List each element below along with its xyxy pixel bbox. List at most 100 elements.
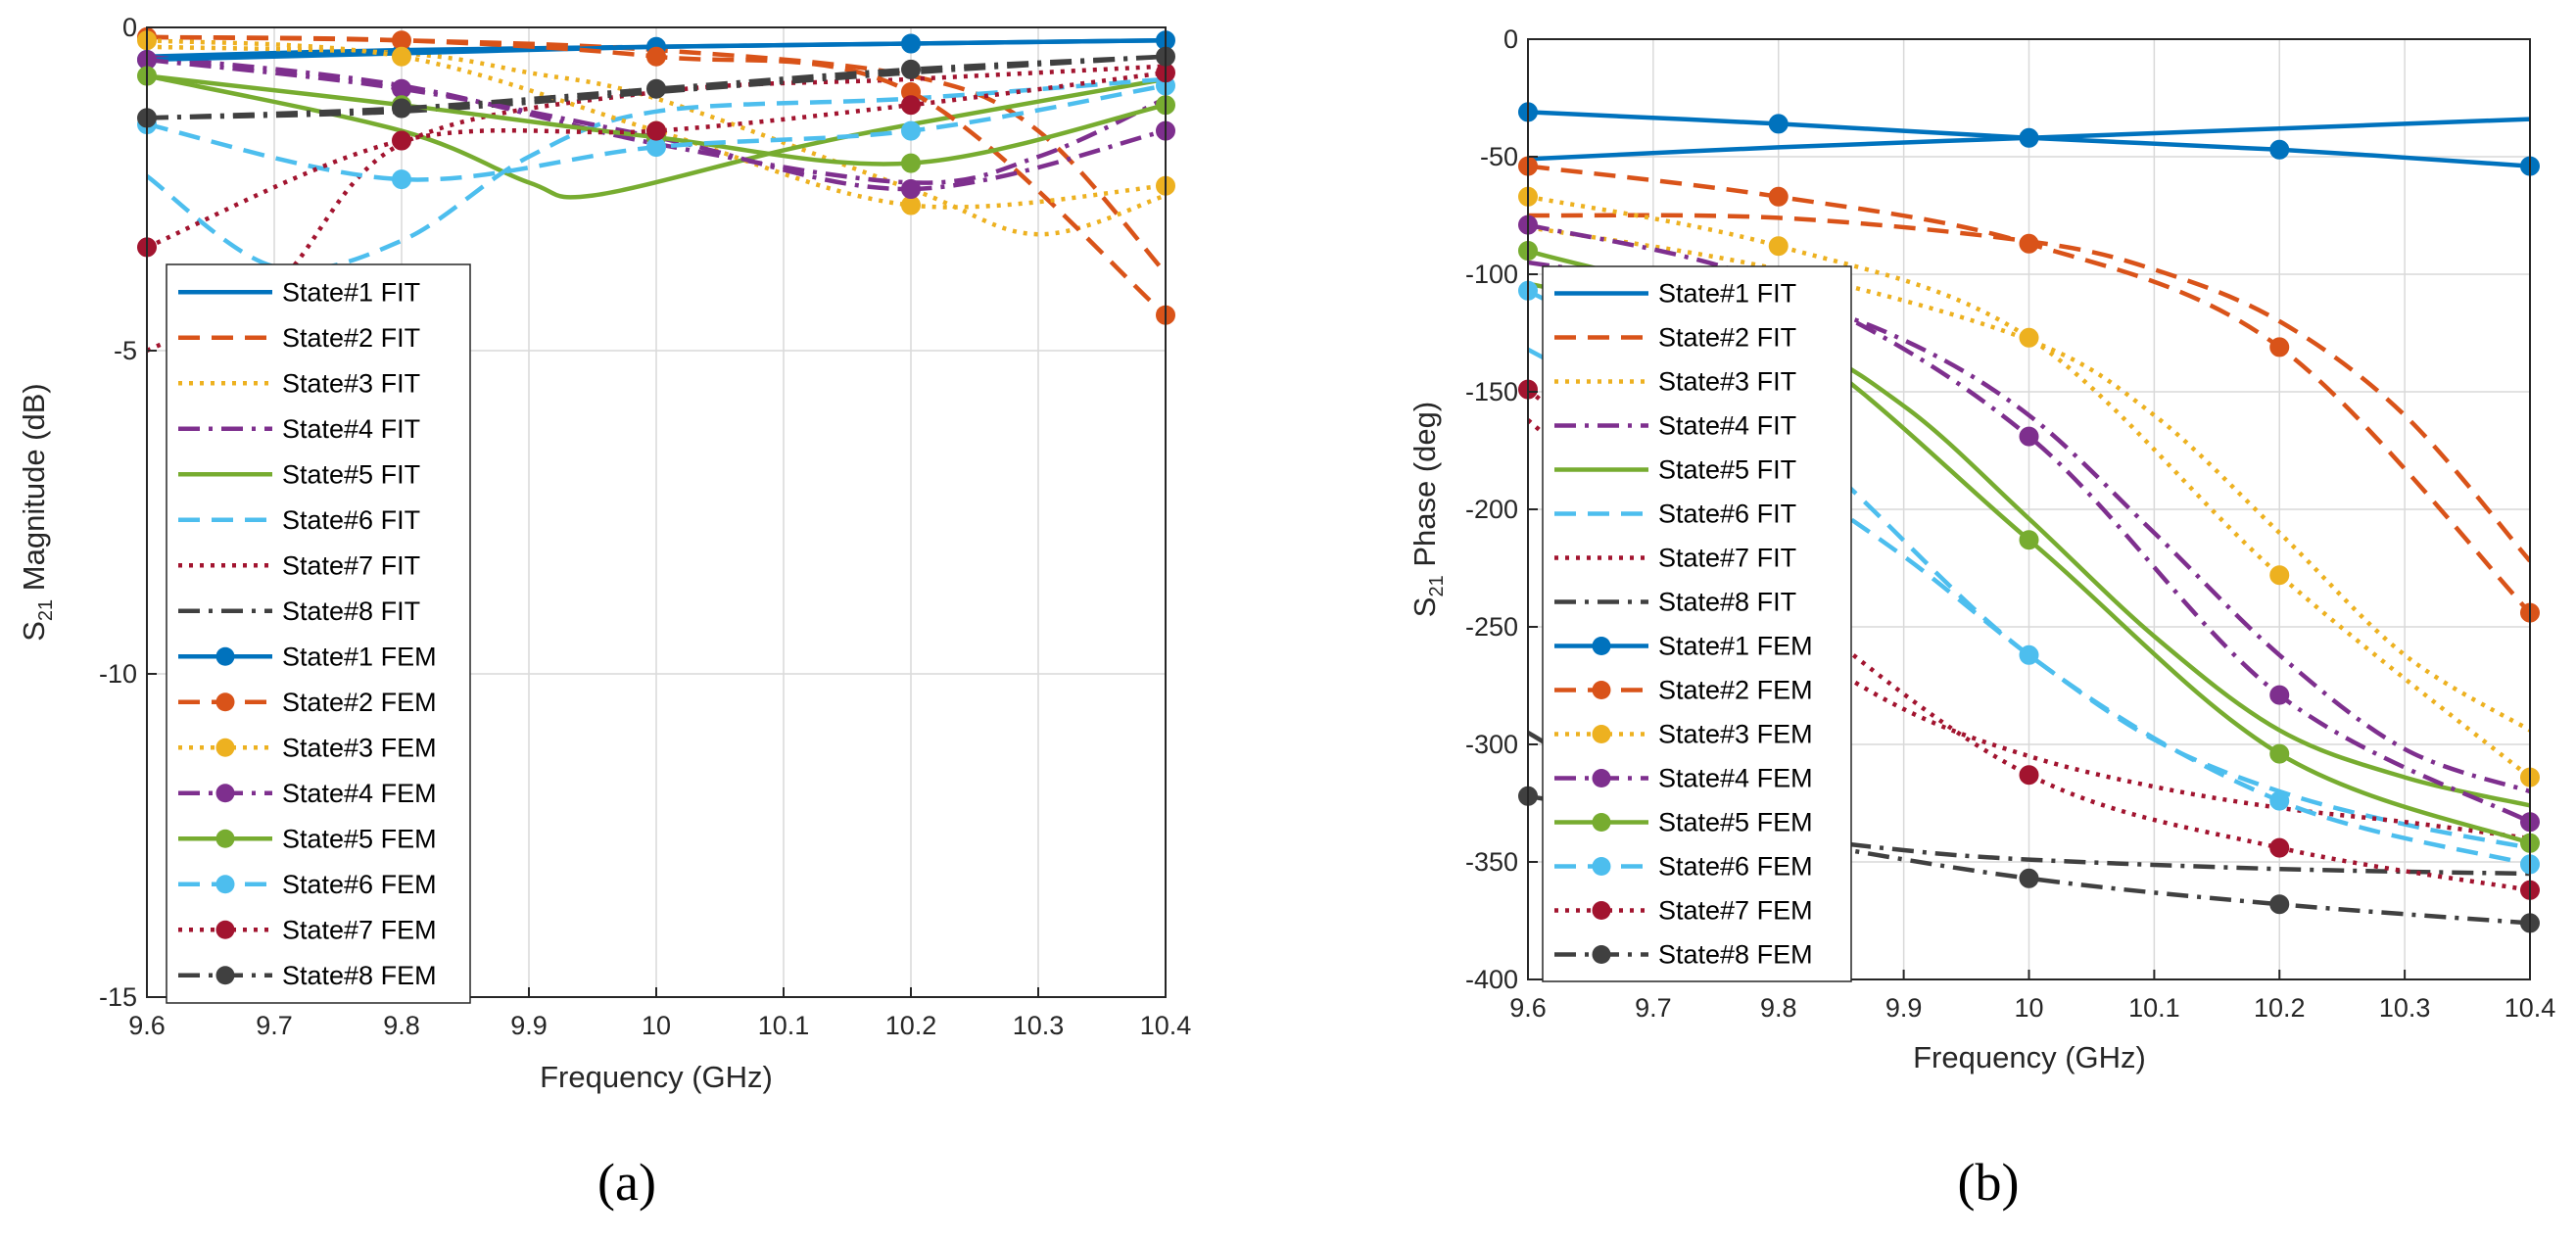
series-marker-16 [392,98,411,119]
series-marker-12 [2019,426,2039,447]
series-marker-16 [646,78,666,99]
series-marker-15 [392,130,411,151]
legend-label: State#3 FIT [1658,367,1796,397]
legend-label: State#5 FIT [282,459,420,489]
series-line-6 [147,76,1166,272]
series-marker-14 [901,120,921,141]
series-marker-11 [1768,236,1789,257]
legend-label: State#4 FEM [1658,764,1813,793]
x-tick-label: 9.8 [383,1011,420,1040]
y-tick-label: -200 [1465,495,1518,524]
series-line-12 [147,57,1166,192]
legend-marker [1592,813,1611,832]
legend-marker [1592,637,1611,655]
legend-marker [1592,901,1611,920]
legend-label: State#3 FEM [1658,720,1813,749]
legend-marker [1592,945,1611,964]
series-marker-15 [2269,837,2290,858]
legend-label: State#2 FIT [1658,323,1796,353]
x-tick-label: 10.2 [885,1011,937,1040]
x-tick-label: 9.7 [256,1011,293,1040]
y-tick-label: -100 [1465,260,1518,289]
y-tick-label: 0 [1503,24,1518,54]
y-tick-label: 0 [122,13,137,42]
series-line-5 [147,73,1166,200]
series-marker-10 [2019,233,2039,254]
x-tick-label: 10.4 [1140,1011,1192,1040]
series-line-4 [1528,260,2530,794]
y-tick-label: -400 [1465,965,1518,994]
x-tick-label: 10.3 [2379,993,2431,1023]
panel-label-b: (b) [1958,1153,2020,1212]
legend-marker [1592,769,1611,787]
tick-labels-a: 9.6 9.7 9.8 9.9 10 10.1 10.2 10.3 10.4 0 -5 -10 -15 [99,13,1191,1040]
legend-a: State#1 FIT State#2 FIT State#3 FIT State#4… [166,263,471,1004]
legend-label: State#3 FEM [282,733,437,762]
legend-label: State#4 FEM [282,779,437,808]
x-tick-label: 9.6 [128,1011,166,1040]
y-tick-label: -350 [1465,847,1518,877]
legend-label: State#8 FEM [282,961,437,990]
legend-label: State#1 FIT [1658,279,1796,309]
legend-marker [215,784,235,803]
legend-label: State#8 FIT [1658,588,1796,617]
series-marker-12 [901,179,921,199]
y-axis-label-b: S21 Phase (deg) [1407,402,1448,617]
legend-label: State#6 FEM [1658,852,1813,882]
legend-marker [215,875,235,894]
series-marker-13 [2269,743,2290,764]
series-marker-13 [2019,530,2039,550]
series-marker-15 [646,120,666,141]
series-marker-10 [646,46,666,67]
series-marker-9 [1768,114,1789,134]
legend-label: State#7 FEM [282,915,437,944]
legend-label: State#6 FIT [1658,500,1796,529]
legend-marker [1592,681,1611,699]
x-tick-label: 9.9 [510,1011,548,1040]
x-tick-label: 9.9 [1885,993,1923,1023]
x-tick-label: 10.1 [758,1011,810,1040]
legend-label: State#8 FEM [1658,940,1813,970]
legend-label: State#4 FIT [282,414,420,444]
series-marker-9 [2269,139,2290,160]
series-marker-9 [2019,127,2039,148]
x-tick-label: 9.8 [1760,993,1797,1023]
legend-label: State#3 FIT [282,368,420,398]
legend-marker [1592,857,1611,876]
legend-marker [215,920,235,939]
series-marker-10 [2269,337,2290,358]
series-marker-16 [2019,868,2039,888]
x-tick-label: 9.7 [1635,993,1672,1023]
legend-marker [1592,725,1611,743]
chart-panel-a: 9.6 9.7 9.8 9.9 10 10.1 10.2 10.3 10.40-5-10-15 … [17,13,1191,1212]
series-line-12 [1528,222,2530,825]
series-marker-15 [901,95,921,116]
x-tick-label: 10.2 [2254,993,2306,1023]
legend-label: State#7 FIT [282,550,420,580]
series-marker-14 [2269,790,2290,811]
legend-label: State#5 FEM [282,824,437,853]
series-marker-13 [901,153,921,173]
series-marker-10 [1768,186,1789,207]
chart-panel-b: 9.6 9.7 9.8 9.9 10 10.1 10.2 10.3 10.4 0 -50 -100 -1… [1407,24,2555,1212]
legend-label: State#2 FIT [282,323,420,353]
legend-label: State#1 FEM [1658,632,1813,661]
legend-label: State#1 FIT [282,277,420,307]
legend-label: State#4 FIT [1658,411,1796,441]
x-tick-label: 10.1 [2128,993,2180,1023]
x-tick-label: 10.4 [2504,993,2556,1023]
panel-label-a: (a) [597,1153,656,1212]
y-tick-label: -50 [1480,142,1518,171]
legend-label: State#1 FEM [282,642,437,671]
y-tick-label: -150 [1465,377,1518,406]
x-axis-label-b: Frequency (GHz) [1913,1040,2146,1074]
series-marker-14 [392,169,411,190]
series-line-11 [1528,194,2530,780]
legend-label: State#6 FEM [282,870,437,899]
x-tick-label: 10 [642,1011,671,1040]
series-marker-11 [392,46,411,67]
y-tick-label: -10 [99,659,137,689]
legend-label: State#2 FEM [1658,676,1813,705]
series-marker-16 [2269,894,2290,915]
